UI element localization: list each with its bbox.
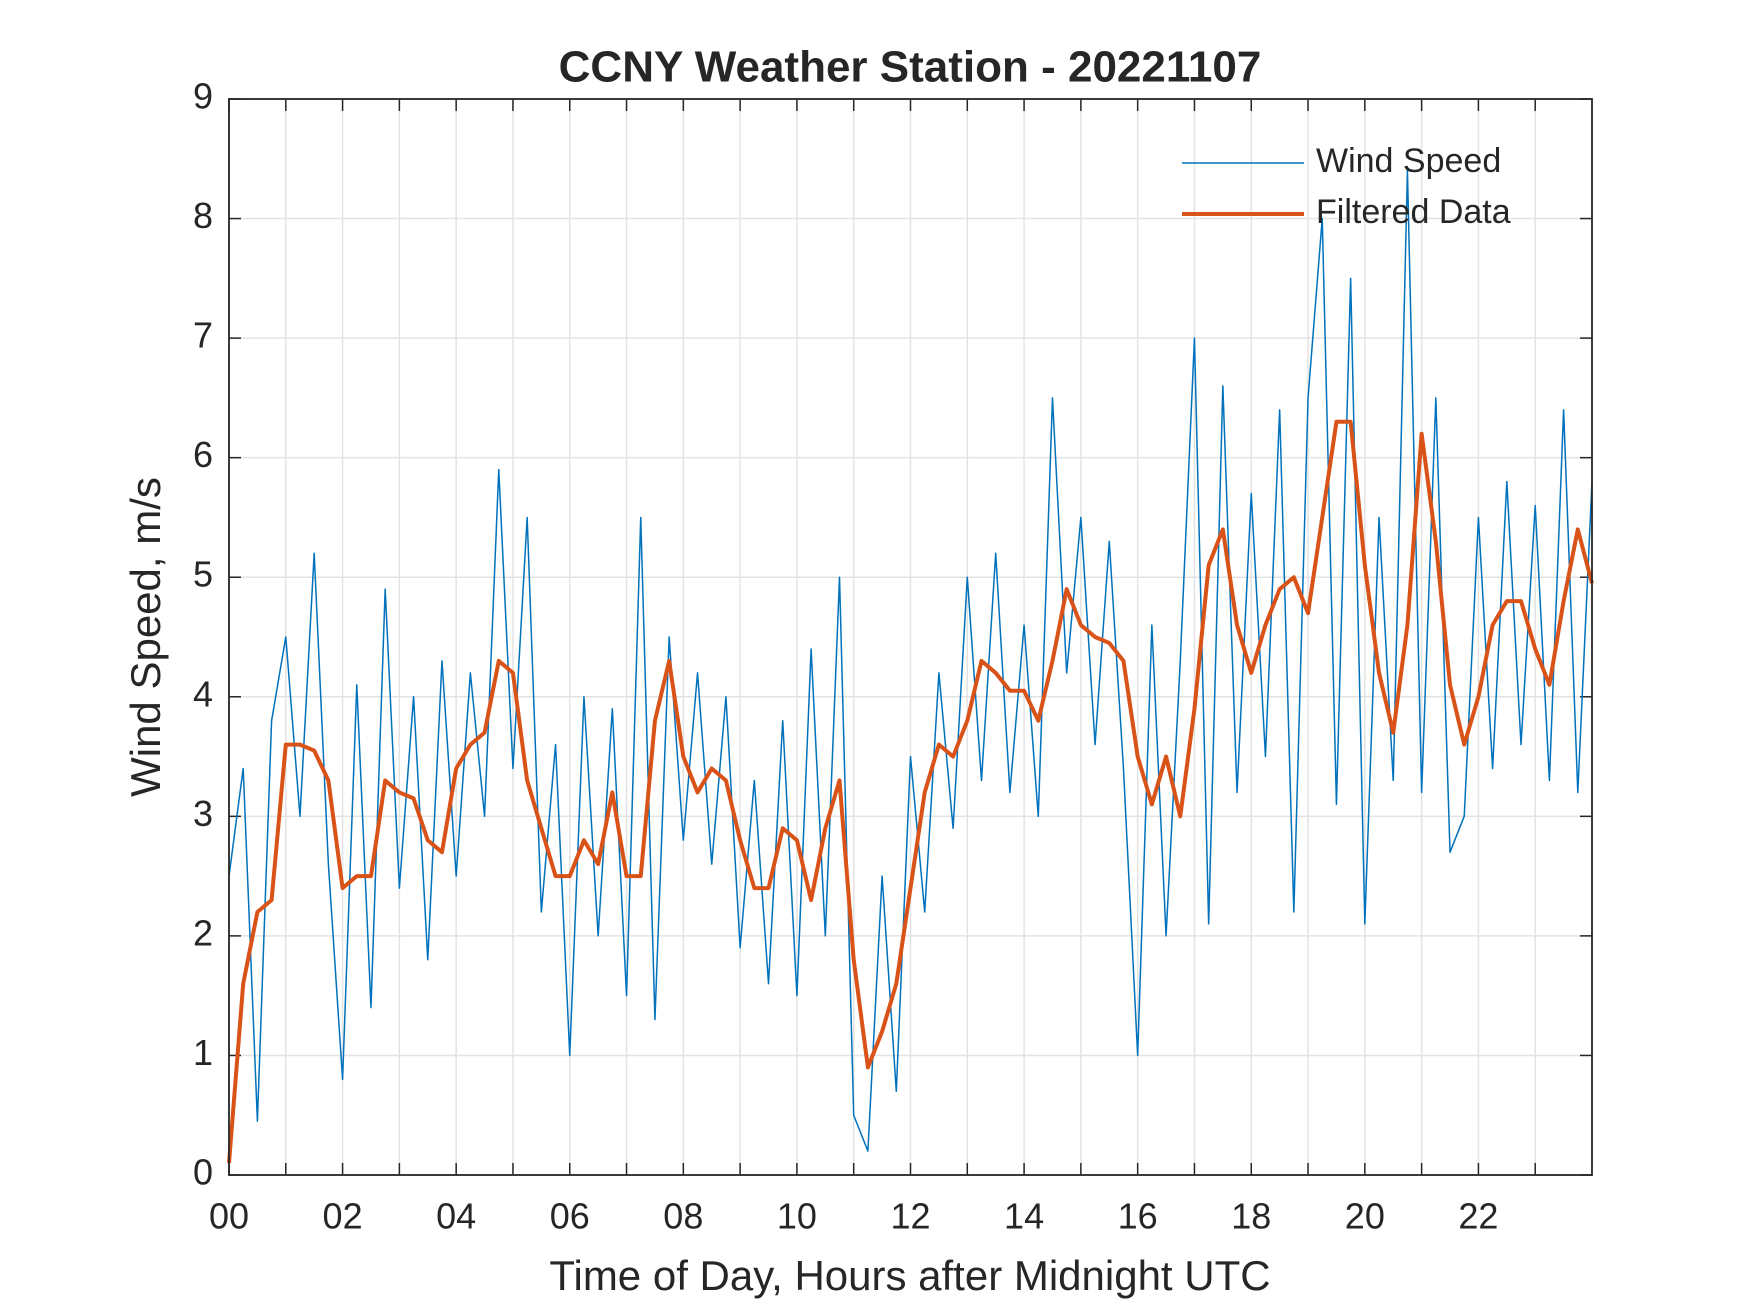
data-line: [227, 419, 1594, 1164]
x-tick-label: 00: [209, 1196, 249, 1237]
x-tick-label: 20: [1345, 1196, 1385, 1237]
x-tick-label: 22: [1458, 1196, 1498, 1237]
y-tick-label: 1: [193, 1032, 213, 1073]
x-tick-label: 02: [323, 1196, 363, 1237]
data-line: [228, 169, 1593, 1152]
x-tick-label: 06: [550, 1196, 590, 1237]
x-tick-label: 10: [777, 1196, 817, 1237]
legend-label: Wind Speed: [1316, 142, 1501, 180]
y-tick-label: 4: [193, 673, 213, 714]
y-tick-label: 7: [193, 315, 213, 356]
x-axis-label: Time of Day, Hours after Midnight UTC: [549, 1252, 1270, 1299]
x-tick-label: 16: [1118, 1196, 1158, 1237]
chart-title: CCNY Weather Station - 20221107: [559, 43, 1262, 92]
x-tick-label: 08: [663, 1196, 703, 1237]
y-tick-label: 9: [193, 76, 213, 117]
x-tick-label: 14: [1004, 1196, 1044, 1237]
x-tick-label: 04: [436, 1196, 476, 1237]
y-tick-label: 3: [193, 793, 213, 834]
y-tick-label: 8: [193, 195, 213, 236]
y-tick-label: 2: [193, 912, 213, 953]
y-tick-label: 0: [193, 1152, 213, 1193]
y-axis-label: Wind Speed, m/s: [122, 477, 169, 797]
x-tick-label: 18: [1231, 1196, 1271, 1237]
axes-box: [228, 98, 1593, 1176]
y-tick-label: 5: [193, 554, 213, 595]
legend-label: Filtered Data: [1316, 193, 1511, 231]
x-tick-label: 12: [890, 1196, 930, 1237]
y-tick-label: 6: [193, 434, 213, 475]
